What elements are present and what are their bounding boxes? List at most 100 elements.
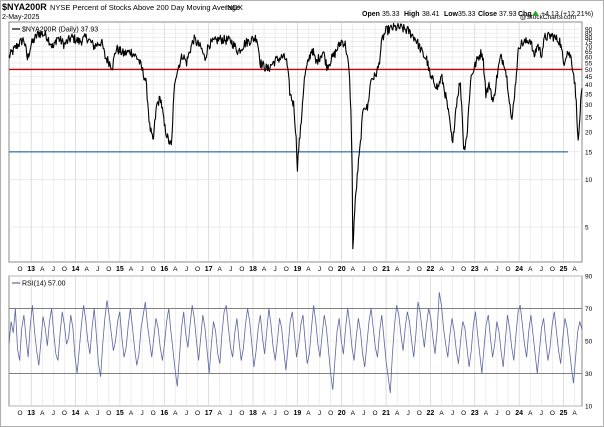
main-y-tick-label: 25	[585, 114, 593, 121]
bottom-x-tick-label: O	[284, 410, 289, 417]
bottom-x-tick-label: 19	[293, 410, 301, 417]
mid-x-tick-label: 19	[293, 266, 301, 273]
low-value: 35.33	[458, 11, 476, 18]
mid-x-tick-label: O	[506, 266, 511, 273]
bottom-x-tick-label: A	[484, 410, 489, 417]
high-label: High	[404, 11, 420, 18]
bottom-x-tick-label: 20	[338, 410, 346, 417]
bottom-x-tick-label: O	[151, 410, 156, 417]
mid-x-tick-label: A	[351, 266, 356, 273]
bottom-x-tick-label: O	[328, 410, 333, 417]
mid-x-tick-label: 20	[338, 266, 346, 273]
rsi-y-tick-label: 50	[585, 339, 593, 346]
mid-x-tick-label: J	[495, 266, 498, 273]
bottom-x-tick-label: O	[18, 410, 23, 417]
bottom-x-tick-label: J	[140, 410, 143, 417]
bottom-x-tick-label: O	[106, 410, 111, 417]
mid-x-tick-label: O	[18, 266, 23, 273]
mid-x-tick-label: 22	[427, 266, 435, 273]
bottom-x-tick-label: O	[550, 410, 555, 417]
mid-x-tick-label: O	[461, 266, 466, 273]
nya200r-line	[8, 22, 583, 250]
rsi-panel: 10 30 50 70 90 RSI(14) 57.00	[8, 274, 593, 411]
mid-x-tick-label: 13	[27, 266, 35, 273]
mid-x-tick-label: J	[362, 266, 365, 273]
main-y-tick-label: 10	[585, 177, 593, 184]
low-label: Low	[444, 11, 459, 18]
main-reference-lines	[9, 68, 582, 153]
main-y-tick-label: 85	[585, 31, 593, 38]
exchange-label: INDX	[225, 3, 243, 12]
mid-x-tick-label: O	[372, 266, 377, 273]
bottom-x-tick-label: A	[439, 410, 444, 417]
mid-x-tick-label: A	[306, 266, 311, 273]
mid-x-tick-label: J	[407, 266, 410, 273]
rsi-y-tick-label: 90	[585, 274, 593, 281]
main-y-tick-label: 80	[585, 35, 593, 42]
bottom-x-tick-label: J	[96, 410, 99, 417]
bottom-x-tick-label: 14	[72, 410, 80, 417]
mid-x-tick-label: 23	[471, 266, 479, 273]
mid-x-tick-label: J	[318, 266, 321, 273]
mid-x-tick-label: J	[52, 266, 55, 273]
main-y-tick-label: 55	[585, 60, 593, 67]
mid-x-tick-label: A	[572, 266, 577, 273]
bottom-x-tick-label: J	[407, 410, 410, 417]
mid-x-tick-label: O	[62, 266, 67, 273]
mid-x-tick-label: O	[550, 266, 555, 273]
bottom-x-tick-label: A	[351, 410, 356, 417]
rsi-legend-label: RSI(14) 57.00	[22, 281, 66, 288]
mid-x-tick-label: 25	[560, 266, 568, 273]
rsi-gridlines	[9, 275, 582, 407]
bottom-x-axis: O 13 A J O 14 A J O 15 A J O 16 A J O 17 A J O 18 A J O 19 A J O 20 A J…	[18, 410, 578, 417]
mid-x-tick-label: A	[173, 266, 178, 273]
mid-x-tick-label: J	[140, 266, 143, 273]
mid-x-tick-label: A	[439, 266, 444, 273]
main-y-tick-label: 40	[585, 82, 593, 89]
bottom-x-tick-label: A	[528, 410, 533, 417]
main-series	[8, 22, 583, 250]
main-y-tick-label: 65	[585, 49, 593, 56]
mid-x-tick-label: A	[484, 266, 489, 273]
bottom-x-tick-label: A	[395, 410, 400, 417]
rsi-y-tick-label: 10	[585, 404, 593, 411]
mid-x-tick-label: J	[185, 266, 188, 273]
bottom-x-tick-label: A	[572, 410, 577, 417]
rsi-series	[8, 292, 583, 394]
mid-x-tick-label: J	[451, 266, 454, 273]
bottom-x-tick-label: J	[495, 410, 498, 417]
mid-x-tick-label: J	[274, 266, 277, 273]
open-value: 35.33	[382, 11, 400, 18]
bottom-x-tick-label: A	[173, 410, 178, 417]
bottom-x-tick-label: J	[362, 410, 365, 417]
mid-x-tick-label: A	[528, 266, 533, 273]
close-label: Close	[478, 11, 497, 18]
main-y-tick-label: 45	[585, 74, 593, 81]
mid-x-tick-label: 24	[515, 266, 523, 273]
bottom-x-tick-label: O	[372, 410, 377, 417]
mid-x-tick-label: A	[218, 266, 223, 273]
mid-x-tick-label: O	[151, 266, 156, 273]
date-label: 2-May-2025	[2, 14, 39, 21]
bottom-x-tick-label: J	[318, 410, 321, 417]
high-value: 38.41	[422, 11, 440, 18]
main-y-tick-label: 90	[585, 27, 593, 34]
rsi-y-tick-label: 70	[585, 306, 593, 313]
rsi-legend: RSI(14) 57.00	[12, 281, 66, 288]
bottom-x-tick-label: 22	[427, 410, 435, 417]
bottom-x-tick-label: 16	[160, 410, 168, 417]
open-label: Open	[362, 11, 380, 18]
bottom-x-tick-label: 24	[515, 410, 523, 417]
mid-x-tick-label: O	[284, 266, 289, 273]
mid-x-tick-label: O	[328, 266, 333, 273]
mid-x-tick-label: O	[195, 266, 200, 273]
bottom-x-tick-label: A	[40, 410, 45, 417]
mid-x-tick-label: O	[239, 266, 244, 273]
bottom-x-tick-label: A	[262, 410, 267, 417]
bottom-x-tick-label: O	[461, 410, 466, 417]
main-y-tick-label: 35	[585, 91, 593, 98]
description-label: NYSE Percent of Stocks Above 200 Day Mov…	[50, 3, 240, 12]
bottom-x-tick-label: 25	[560, 410, 568, 417]
